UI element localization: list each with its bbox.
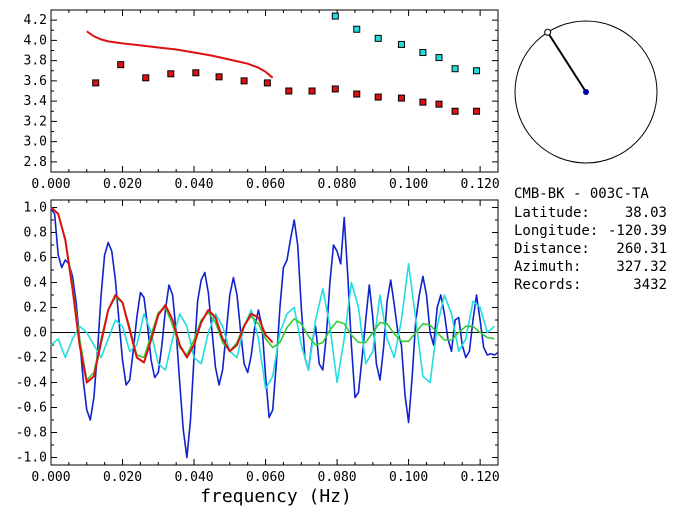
series-cyan-line	[50, 263, 495, 390]
compass-circle	[514, 20, 658, 164]
model-velocity-marker	[397, 40, 405, 48]
measured-velocity-marker	[92, 79, 100, 87]
y-tick-label: 4.0	[24, 33, 47, 48]
y-tick-label: 3.0	[24, 135, 47, 150]
y-tick-label: 0.4	[24, 276, 48, 291]
dispersion-curve-line	[86, 30, 274, 79]
distance-value: 260.31	[616, 241, 667, 257]
azimuth-endpoint-marker	[544, 28, 552, 36]
series-green-line	[50, 206, 495, 381]
x-tick-label: 0.020	[103, 470, 142, 485]
series-blue-line	[50, 208, 499, 459]
measured-velocity-marker	[142, 74, 150, 82]
y-tick-label: -1.0	[16, 451, 47, 466]
x-tick-label: 0.000	[31, 470, 70, 485]
model-velocity-marker	[451, 65, 459, 73]
azimuth-compass	[514, 20, 658, 164]
measured-velocity-marker	[240, 77, 248, 85]
y-tick-label: 3.2	[24, 114, 47, 129]
station-info-panel: CMB-BK - 003C-TA Latitude: 38.03 Longitu…	[514, 186, 667, 293]
x-tick-label: 0.040	[174, 177, 213, 192]
latitude-value: 38.03	[625, 205, 667, 221]
azimuth-needle	[546, 31, 587, 93]
x-tick-label: 0.080	[318, 470, 357, 485]
model-velocity-marker	[435, 54, 443, 62]
model-velocity-marker	[374, 34, 382, 42]
x-tick-label: 0.100	[389, 177, 428, 192]
measured-velocity-marker	[192, 69, 200, 77]
series-red-line	[50, 206, 274, 384]
x-tick-label: 0.060	[246, 177, 285, 192]
y-tick-label: 4.2	[24, 13, 47, 28]
measured-velocity-marker	[419, 98, 427, 106]
measured-velocity-marker	[435, 100, 443, 108]
y-tick-label: 0.8	[24, 226, 47, 241]
plot-frame	[50, 9, 499, 173]
y-tick-label: -0.4	[16, 376, 47, 391]
y-tick-label: 2.8	[24, 155, 47, 170]
measured-velocity-marker	[374, 93, 382, 101]
longitude-value: -120.39	[608, 223, 667, 239]
y-tick-label: -0.8	[16, 426, 47, 441]
x-tick-label: 0.060	[246, 470, 285, 485]
x-tick-label: 0.000	[31, 177, 70, 192]
x-tick-label: 0.080	[318, 177, 357, 192]
longitude-label: Longitude:	[514, 223, 598, 239]
y-tick-label: 3.4	[24, 94, 48, 109]
records-value: 3432	[633, 277, 667, 293]
x-axis-label: frequency (Hz)	[200, 486, 352, 507]
x-tick-label: 0.020	[103, 177, 142, 192]
model-velocity-marker	[419, 49, 427, 57]
y-tick-label: 0.0	[24, 326, 47, 341]
station-center-marker	[583, 89, 589, 95]
x-tick-label: 0.040	[174, 470, 213, 485]
azimuth-label: Azimuth:	[514, 259, 581, 275]
x-tick-label: 0.100	[389, 470, 428, 485]
model-velocity-marker	[353, 25, 361, 33]
distance-label: Distance:	[514, 241, 590, 257]
measured-velocity-marker	[451, 107, 459, 115]
y-tick-label: 0.6	[24, 251, 47, 266]
y-tick-label: 1.0	[24, 201, 47, 216]
azimuth-value: 327.32	[616, 259, 667, 275]
measured-velocity-marker	[117, 61, 125, 69]
x-tick-label: 0.120	[461, 177, 500, 192]
measured-velocity-marker	[397, 94, 405, 102]
y-tick-label: 3.6	[24, 74, 47, 89]
model-velocity-marker	[331, 12, 339, 20]
coherency-chart: 0.000 0.020 0.040 0.060 0.080 0.100 0.120 -1.0 -…	[16, 199, 500, 485]
measured-velocity-marker	[215, 73, 223, 81]
y-tick-label: -0.2	[16, 351, 47, 366]
measured-velocity-marker	[285, 87, 293, 95]
measured-velocity-marker	[353, 90, 361, 98]
y-tick-label: 3.8	[24, 54, 47, 69]
phase-velocity-chart: 0.000 0.020 0.040 0.060 0.080 0.100 0.120 2.8 3.…	[24, 9, 500, 192]
measured-velocity-marker	[167, 70, 175, 78]
model-velocity-marker	[473, 67, 481, 75]
measured-velocity-marker	[331, 85, 339, 93]
measured-velocity-marker	[263, 79, 271, 87]
measured-velocity-marker	[473, 107, 481, 115]
station-pair: CMB-BK - 003C-TA	[514, 186, 649, 202]
measured-velocity-marker	[308, 87, 316, 95]
records-label: Records:	[514, 277, 581, 293]
y-tick-label: 0.2	[24, 301, 47, 316]
y-tick-label: -0.6	[16, 401, 47, 416]
x-tick-label: 0.120	[461, 470, 500, 485]
latitude-label: Latitude:	[514, 205, 590, 221]
